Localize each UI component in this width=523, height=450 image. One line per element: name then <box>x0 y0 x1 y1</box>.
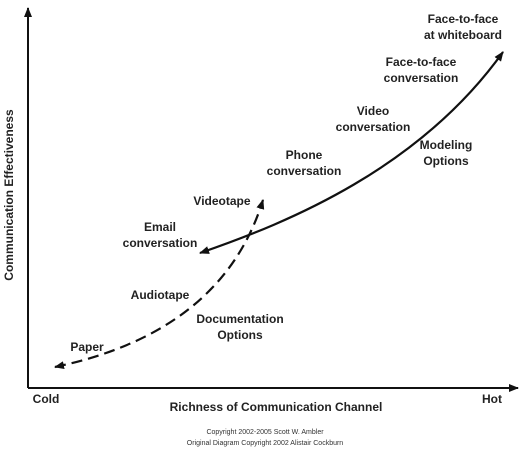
label: Options <box>217 328 263 342</box>
label: Modeling <box>420 138 473 152</box>
y-axis-label: Communication Effectiveness <box>2 109 16 281</box>
label: Video <box>357 104 389 118</box>
footer: Copyright 2002-2005 Scott W. Ambler <box>206 429 324 436</box>
x-start-label: Cold <box>33 392 60 406</box>
x-end-label: Hot <box>482 392 502 406</box>
label: Face-to-face <box>386 55 457 69</box>
label: at whiteboard <box>424 28 502 42</box>
label: Email <box>144 220 176 234</box>
label: conversation <box>123 236 198 250</box>
label: Documentation <box>196 312 283 326</box>
footer: Original Diagram Copyright 2002 Alistair… <box>187 440 344 447</box>
label: conversation <box>336 120 411 134</box>
label: Audiotape <box>131 288 190 302</box>
label: Face-to-face <box>428 12 499 26</box>
x-axis-label: Richness of Communication Channel <box>170 400 383 414</box>
label: Videotape <box>193 194 250 208</box>
label: conversation <box>267 164 342 178</box>
label: Paper <box>70 340 104 354</box>
documentation-curve <box>54 199 265 370</box>
label: Options <box>423 154 469 168</box>
label: conversation <box>384 71 459 85</box>
label: Phone <box>286 148 323 162</box>
